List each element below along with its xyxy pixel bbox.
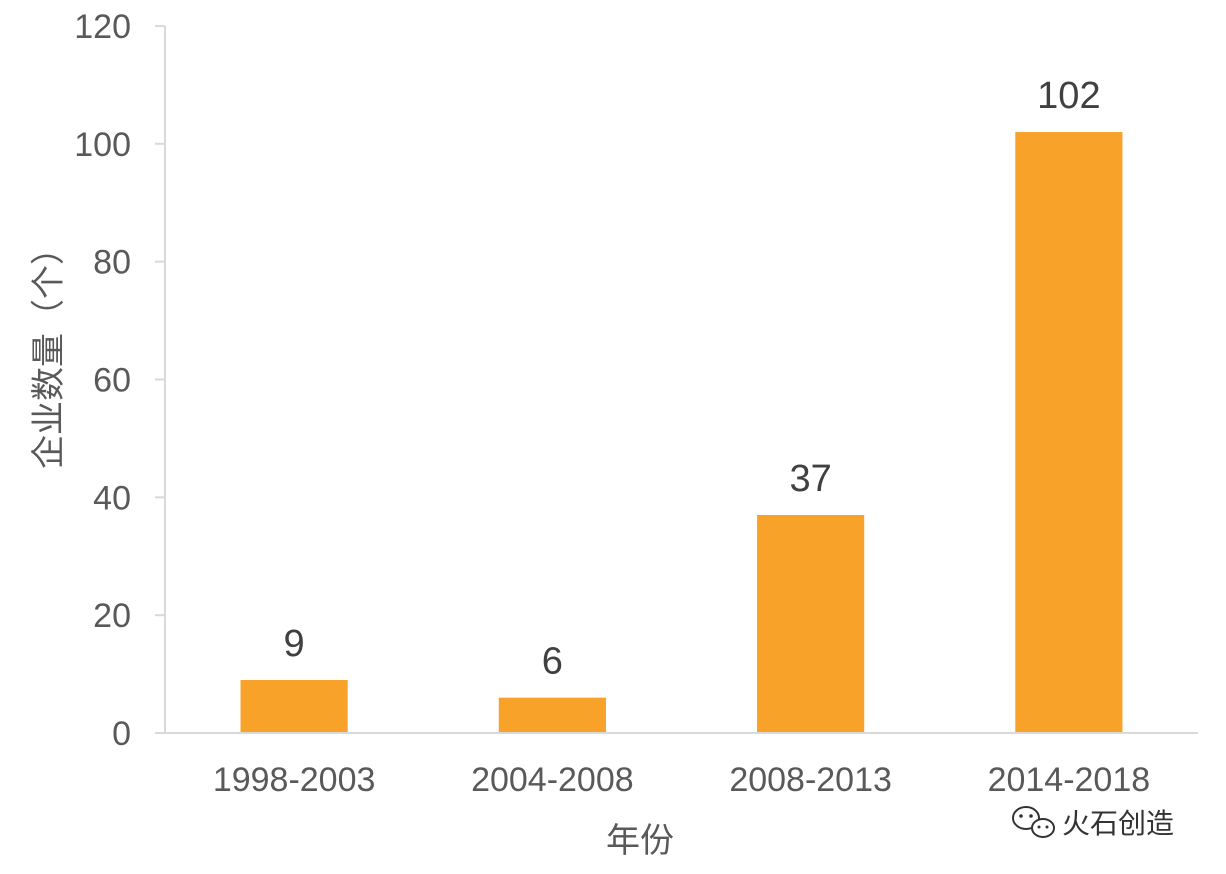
y-tick-label: 100	[74, 126, 131, 164]
data-label: 9	[284, 623, 305, 665]
y-tick-label: 120	[74, 8, 131, 46]
y-tick-label: 60	[93, 362, 131, 400]
data-label: 37	[789, 458, 831, 500]
x-axis-ticks: 1998-2003 2004-2008 2008-2013 2014-2018	[213, 761, 1150, 799]
x-tick-label: 2004-2008	[471, 761, 634, 799]
wechat-icon	[1012, 806, 1055, 838]
y-tick-label: 40	[93, 479, 131, 517]
y-tick-label: 80	[93, 244, 131, 282]
y-axis-ticks: 0 20 40 60 80 100 120	[74, 8, 165, 753]
y-tick-label: 0	[112, 715, 131, 753]
bars	[240, 132, 1123, 734]
x-tick-label: 2014-2018	[988, 761, 1151, 799]
y-tick-label: 20	[93, 597, 131, 635]
x-tick-label: 2008-2013	[729, 761, 892, 799]
y-axis-title: 企业数量（个）	[29, 231, 69, 469]
x-tick-label: 1998-2003	[213, 761, 376, 799]
bar	[1015, 132, 1123, 734]
x-axis-title: 年份	[606, 821, 674, 861]
data-labels: 9 6 37 102	[284, 75, 1101, 683]
bar	[240, 679, 348, 733]
watermark: 火石创造	[1012, 806, 1174, 840]
bar	[498, 697, 606, 733]
data-label: 6	[542, 641, 563, 683]
watermark-text: 火石创造	[1062, 807, 1174, 840]
data-label: 102	[1037, 75, 1100, 117]
bar	[757, 515, 865, 733]
